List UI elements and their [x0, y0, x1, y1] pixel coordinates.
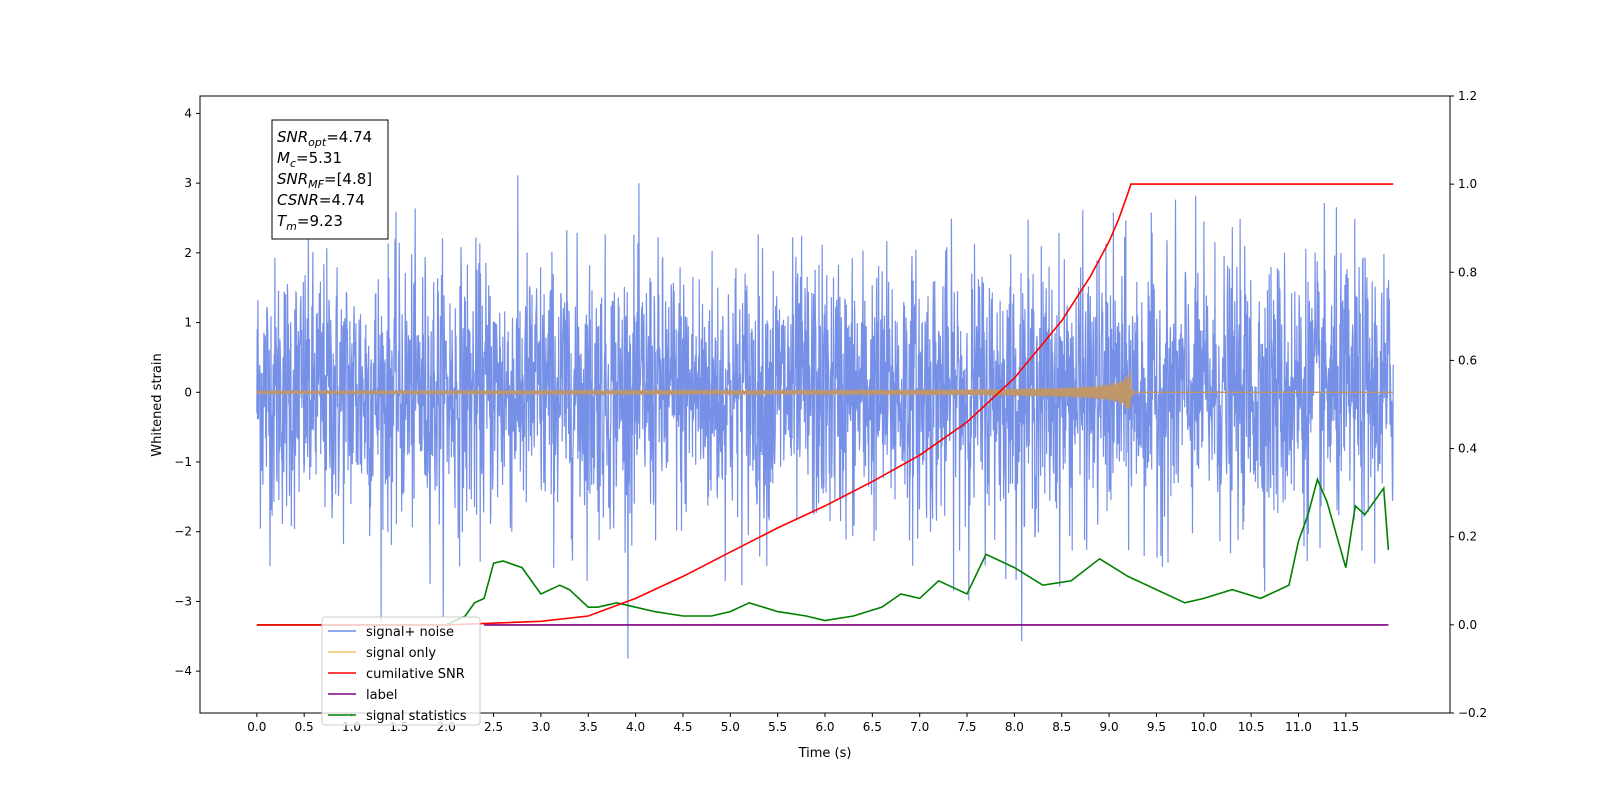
y-tick-label: 3	[184, 176, 192, 190]
y-tick-label: −4	[174, 664, 192, 678]
annotation-line: Mc=5.31	[277, 149, 342, 170]
y-tick-label: 0	[184, 385, 192, 399]
x-tick-label: 10.5	[1238, 720, 1265, 734]
y2-tick-label: 0.0	[1458, 618, 1477, 632]
x-tick-label: 9.0	[1100, 720, 1119, 734]
y2-axis-ticks: 1.2 1.0 0.8 0.6 0.4 0.2 0.0 −0.2	[1450, 89, 1487, 720]
legend-entry: cumilative SNR	[366, 667, 465, 682]
x-tick-label: 6.5	[863, 720, 882, 734]
y-tick-label: 1	[184, 316, 192, 330]
x-tick-label: 10.0	[1190, 720, 1217, 734]
annotation-line: Tm=9.23	[277, 212, 343, 233]
x-tick-label: 5.0	[721, 720, 740, 734]
legend-entry: signal statistics	[366, 709, 467, 724]
x-tick-label: 8.0	[1005, 720, 1024, 734]
x-axis-label: Time (s)	[798, 746, 852, 761]
y2-tick-label: 0.2	[1458, 530, 1477, 544]
legend: signal+ noise signal only cumilative SNR la…	[321, 616, 481, 726]
y-tick-label: −1	[174, 455, 192, 469]
x-tick-label: 9.5	[1147, 720, 1166, 734]
y-tick-label: −3	[174, 594, 192, 608]
legend-entry: signal+ noise	[366, 625, 454, 640]
series-signal-only	[256, 370, 1394, 410]
legend-frame	[321, 616, 481, 726]
x-tick-label: 3.5	[579, 720, 598, 734]
x-tick-label: 2.5	[484, 720, 503, 734]
y-axis-ticks: 4 3 2 1 0 −1 −2 −3 −4	[174, 106, 200, 678]
x-tick-label: 11.5	[1332, 720, 1359, 734]
annotation-line: SNRMF=[4.8]	[277, 170, 372, 191]
y-tick-label: −2	[174, 525, 192, 539]
x-tick-label: 7.0	[910, 720, 929, 734]
x-tick-label: 0.5	[295, 720, 314, 734]
x-tick-label: 8.5	[1052, 720, 1071, 734]
y2-tick-label: 0.4	[1458, 442, 1477, 456]
annotation-line: SNRopt=4.74	[277, 128, 372, 149]
x-tick-label: 7.5	[957, 720, 976, 734]
x-tick-label: 5.5	[768, 720, 787, 734]
y2-tick-label: −0.2	[1458, 706, 1487, 720]
y2-tick-label: 1.2	[1458, 89, 1477, 103]
annotation-frame	[271, 119, 389, 240]
legend-entry: label	[366, 688, 397, 703]
x-tick-label: 4.5	[673, 720, 692, 734]
y2-tick-label: 0.6	[1458, 353, 1477, 367]
plot-area	[256, 175, 1394, 659]
y2-tick-label: 0.8	[1458, 265, 1477, 279]
series-signal-statistics	[256, 476, 1390, 626]
x-tick-label: 4.0	[626, 720, 645, 734]
y-tick-label: 2	[184, 246, 192, 260]
x-tick-label: 6.0	[815, 720, 834, 734]
y-axis-label: Whitened strain	[150, 353, 165, 456]
y-tick-label: 4	[184, 106, 192, 120]
annotation-line: CSNR=4.74	[277, 191, 365, 209]
x-tick-label: 0.0	[247, 720, 266, 734]
y2-tick-label: 1.0	[1458, 177, 1477, 191]
series-cumulative-snr	[256, 183, 1394, 626]
x-tick-label: 11.0	[1285, 720, 1312, 734]
x-tick-label: 3.0	[531, 720, 550, 734]
legend-entry: signal only	[366, 646, 436, 661]
series-signal-noise	[256, 175, 1394, 659]
